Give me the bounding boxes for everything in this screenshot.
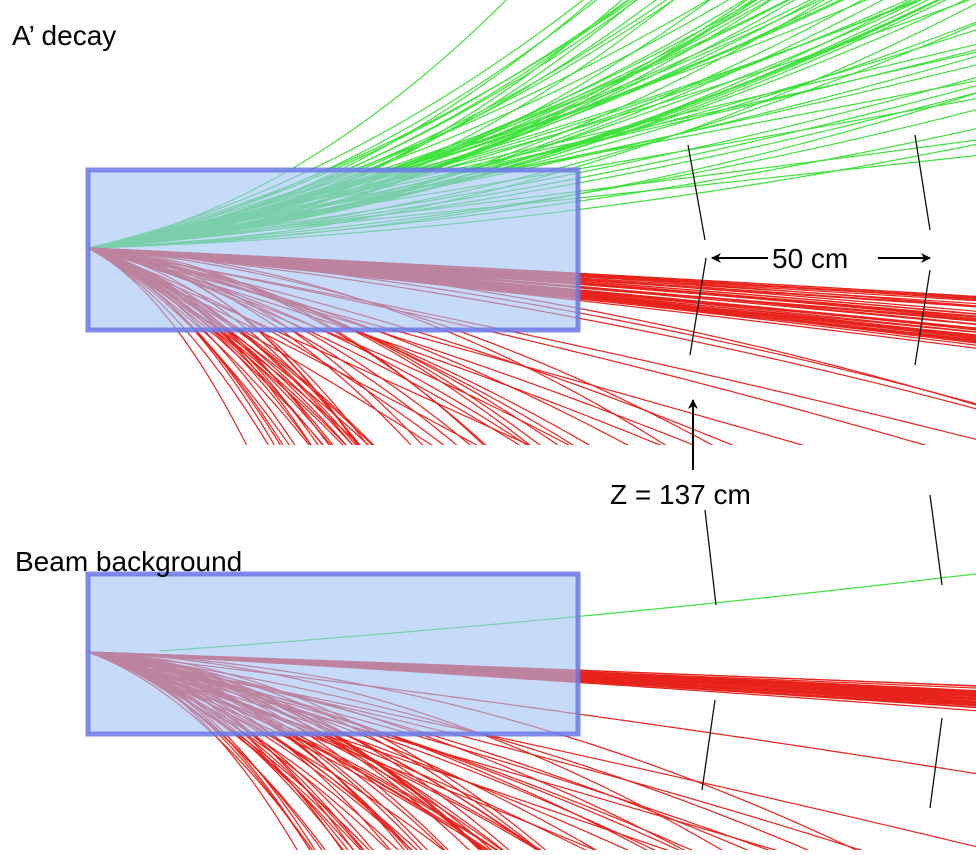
panel-label: A’ decay <box>12 20 116 51</box>
plane <box>689 257 707 356</box>
plane <box>914 269 931 366</box>
plane <box>704 509 717 606</box>
plane <box>687 144 706 241</box>
z-label: Z = 137 cm <box>610 479 751 510</box>
plane <box>914 134 931 231</box>
panel-label: Beam background <box>15 546 242 577</box>
detector-planes <box>687 134 943 809</box>
plane <box>701 699 716 791</box>
plane <box>929 717 943 809</box>
target-region-box <box>85 167 581 333</box>
width-label: 50 cm <box>772 243 848 274</box>
target-region-box <box>85 571 581 737</box>
plane <box>929 494 943 586</box>
